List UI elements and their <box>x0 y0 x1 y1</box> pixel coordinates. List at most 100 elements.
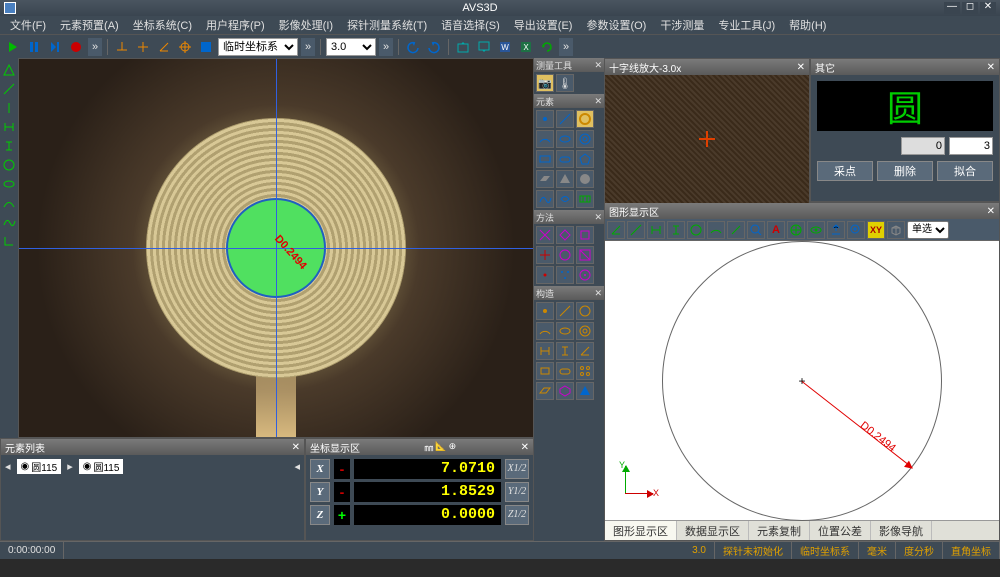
con-line[interactable] <box>556 302 574 320</box>
menu-help[interactable]: 帮助(H) <box>783 16 832 34</box>
con-point[interactable] <box>536 302 554 320</box>
elem-circle[interactable] <box>576 110 594 128</box>
menu-probe[interactable]: 探针测量系统(T) <box>341 16 433 34</box>
zoom-select[interactable]: 3.0 <box>326 38 376 56</box>
gfx-h[interactable] <box>647 221 665 239</box>
gfx-slash[interactable] <box>727 221 745 239</box>
tab-copy[interactable]: 元素复制 <box>749 521 810 540</box>
y-half-button[interactable]: Y1/2 <box>505 482 529 502</box>
z-half-button[interactable]: Z1/2 <box>505 505 529 525</box>
list-item[interactable]: ◉圆115 <box>79 459 124 474</box>
con-h[interactable] <box>536 342 554 360</box>
elem-gd[interactable] <box>576 190 594 208</box>
tab-nav[interactable]: 影像导航 <box>871 521 932 540</box>
export-excel-button[interactable]: X <box>517 38 535 56</box>
construct-close[interactable]: ✕ <box>594 288 602 299</box>
coord-mode-mm[interactable]: ㎜ <box>424 441 433 454</box>
toolbar-expand-2[interactable]: » <box>301 38 315 56</box>
gfx-angle[interactable] <box>607 221 625 239</box>
elem-poly[interactable] <box>576 150 594 168</box>
tab-tolerance[interactable]: 位置公差 <box>810 521 871 540</box>
delete-button[interactable]: 删除 <box>877 161 933 181</box>
toolbar-expand-4[interactable]: » <box>559 38 573 56</box>
tab-graphics[interactable]: 图形显示区 <box>605 521 677 540</box>
measure-close[interactable]: ✕ <box>594 60 602 71</box>
coord-angle-button[interactable] <box>155 38 173 56</box>
menu-interfere[interactable]: 干涉测量 <box>654 16 710 34</box>
point-count-1[interactable] <box>901 137 945 155</box>
gfx-3d[interactable] <box>887 221 905 239</box>
elem-line[interactable] <box>556 110 574 128</box>
x-half-button[interactable]: X1/2 <box>505 459 529 479</box>
method-dot[interactable] <box>536 266 554 284</box>
coord-save-button[interactable] <box>197 38 215 56</box>
toolbar-expand-3[interactable]: » <box>379 38 393 56</box>
method-multi[interactable] <box>556 266 574 284</box>
menu-image[interactable]: 影像处理(I) <box>273 16 339 34</box>
gfx-xy-button[interactable]: XY <box>867 221 885 239</box>
toolbar-expand-1[interactable]: » <box>88 38 102 56</box>
element-list-close[interactable]: ✕ <box>292 442 300 453</box>
tab-data[interactable]: 数据显示区 <box>677 521 749 540</box>
tool-curve[interactable] <box>2 214 16 230</box>
con-i[interactable] <box>556 342 574 360</box>
tool-arc[interactable] <box>2 195 16 211</box>
tool-corner[interactable] <box>2 233 16 249</box>
coord-l-button[interactable] <box>113 38 131 56</box>
cross-zoom-view[interactable] <box>605 75 809 203</box>
list-tree-icon[interactable]: ◂ <box>5 460 11 473</box>
graphics-view[interactable]: + D0.2494 YX <box>605 241 999 520</box>
grid-up-button[interactable] <box>454 38 472 56</box>
elem-plane[interactable] <box>536 170 554 188</box>
gfx-search[interactable] <box>747 221 765 239</box>
tool-vline[interactable] <box>2 100 16 116</box>
elem-closed[interactable] <box>556 190 574 208</box>
coord-mode-polar[interactable]: ⊕ <box>449 441 457 454</box>
gfx-line[interactable] <box>627 221 645 239</box>
coord-system-select[interactable]: 临时坐标系 <box>218 38 298 56</box>
refresh-button[interactable] <box>538 38 556 56</box>
methods-close[interactable]: ✕ <box>594 212 602 223</box>
graphics-close[interactable]: ✕ <box>987 206 995 217</box>
close-button[interactable]: ✕ <box>980 2 996 14</box>
menu-params[interactable]: 参数设置(O) <box>580 16 652 34</box>
method-plus[interactable] <box>536 246 554 264</box>
elem-spline[interactable] <box>536 190 554 208</box>
elem-rect[interactable] <box>536 150 554 168</box>
menu-voice[interactable]: 语音选择(S) <box>435 16 506 34</box>
tool-oval[interactable] <box>2 176 16 192</box>
gfx-out[interactable] <box>827 221 845 239</box>
maximize-button[interactable]: ◻ <box>962 2 978 14</box>
method-circle[interactable] <box>556 246 574 264</box>
con-hex[interactable] <box>556 382 574 400</box>
elem-ring[interactable] <box>576 130 594 148</box>
menu-file[interactable]: 文件(F) <box>4 16 52 34</box>
gfx-zoom[interactable] <box>847 221 865 239</box>
method-boxsel[interactable] <box>576 246 594 264</box>
con-arc[interactable] <box>536 322 554 340</box>
camera-button[interactable]: 📷 <box>536 74 554 92</box>
coord-origin-button[interactable] <box>176 38 194 56</box>
elem-point[interactable] <box>536 110 554 128</box>
coord-t-button[interactable] <box>134 38 152 56</box>
method-diamond[interactable] <box>556 226 574 244</box>
point-count-2[interactable] <box>949 137 993 155</box>
gfx-text[interactable]: A <box>767 221 785 239</box>
con-circle[interactable] <box>576 302 594 320</box>
elem-arc[interactable] <box>536 130 554 148</box>
gfx-target[interactable] <box>787 221 805 239</box>
con-slot[interactable] <box>556 362 574 380</box>
gfx-eye[interactable] <box>807 221 825 239</box>
gfx-i[interactable] <box>667 221 685 239</box>
con-cone[interactable] <box>576 382 594 400</box>
thermo-button[interactable]: 🌡 <box>556 74 574 92</box>
menu-coord[interactable]: 坐标系统(C) <box>127 16 198 34</box>
export-word-button[interactable]: W <box>496 38 514 56</box>
elem-slot[interactable] <box>556 150 574 168</box>
con-rect[interactable] <box>536 362 554 380</box>
method-cross[interactable] <box>536 226 554 244</box>
gfx-mode-select[interactable]: 单选 <box>907 221 949 239</box>
con-angle[interactable] <box>576 342 594 360</box>
method-target[interactable] <box>576 266 594 284</box>
record-button[interactable] <box>67 38 85 56</box>
